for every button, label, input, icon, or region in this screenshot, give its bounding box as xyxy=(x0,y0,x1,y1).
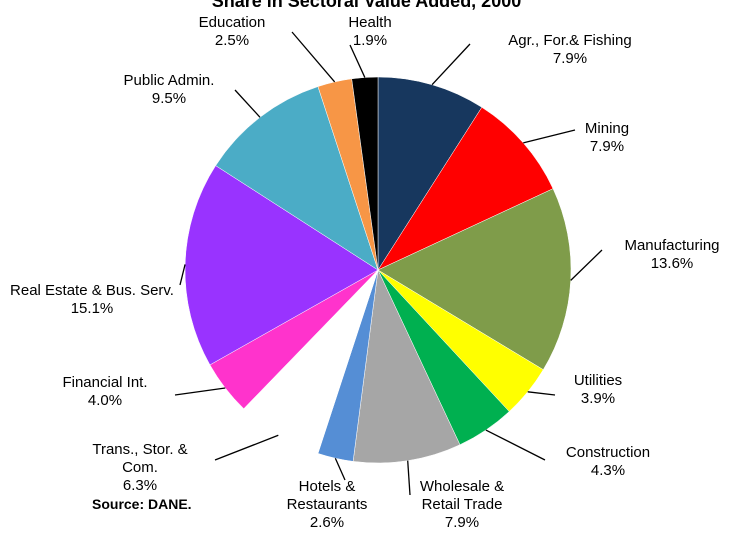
slice-label: Manufacturing 13.6% xyxy=(602,237,733,273)
category-label: Wholesale & Retail Trade xyxy=(419,478,505,513)
category-label: Real Estate & Bus. Serv. xyxy=(10,282,174,299)
slice-label: Mining 7.9% xyxy=(557,120,657,156)
leader-line xyxy=(527,391,556,396)
source-note: Source: DANE. xyxy=(92,496,192,512)
pie-slice xyxy=(377,188,572,371)
slice-label: Public Admin. 9.5% xyxy=(99,72,239,108)
slice-label: Agr., For.& Fishing 7.9% xyxy=(470,32,670,68)
leader-line xyxy=(334,457,346,481)
category-label: Hotels & Restaurants xyxy=(286,478,368,513)
pie-slice xyxy=(184,165,379,366)
leader-line xyxy=(431,43,471,86)
category-label: Manufacturing xyxy=(624,237,720,254)
chart-title: Share in Sectoral Value Added, 2000 xyxy=(211,0,522,11)
leader-line xyxy=(523,129,576,144)
leader-line xyxy=(570,249,603,281)
leader-line xyxy=(214,434,279,461)
value-label: 7.9% xyxy=(552,50,588,67)
leader-line xyxy=(174,387,226,396)
value-label: 9.5% xyxy=(151,90,187,107)
category-label: Agr., For.& Fishing xyxy=(508,32,632,49)
category-label: Trans., Stor. & Com. xyxy=(92,441,188,476)
slice-label: Wholesale & Retail Trade 7.9% xyxy=(402,478,522,532)
category-label: Utilities xyxy=(573,372,623,389)
leader-line xyxy=(407,460,411,496)
value-label: 7.9% xyxy=(589,138,625,155)
pie-slice xyxy=(352,269,461,464)
slice-label: Real Estate & Bus. Serv. 15.1% xyxy=(7,282,177,318)
value-label: 2.6% xyxy=(309,514,345,531)
slice-label: Education 2.5% xyxy=(172,14,292,50)
slice-label: Utilities 3.9% xyxy=(548,372,648,408)
slice-label: Trans., Stor. & Com. 6.3% xyxy=(75,441,205,495)
value-label: 4.3% xyxy=(590,462,626,479)
leader-line xyxy=(179,264,186,286)
value-label: 2.5% xyxy=(214,32,250,49)
category-label: Financial Int. xyxy=(62,374,148,391)
value-label: 13.6% xyxy=(650,255,694,272)
slice-label: Hotels & Restaurants 2.6% xyxy=(267,478,387,532)
leader-line xyxy=(485,429,546,461)
value-label: 15.1% xyxy=(70,300,114,317)
leader-line xyxy=(234,89,261,118)
value-label: 6.3% xyxy=(122,477,158,494)
category-label: Mining xyxy=(584,120,630,137)
slice-label: Financial Int. 4.0% xyxy=(40,374,170,410)
leader-line xyxy=(349,44,366,78)
value-label: 7.9% xyxy=(444,514,480,531)
category-label: Health xyxy=(348,14,392,31)
value-label: 3.9% xyxy=(580,390,616,407)
slice-label: Health 1.9% xyxy=(320,14,420,50)
category-label: Education xyxy=(198,14,266,31)
pie-slice xyxy=(351,76,379,271)
value-label: 4.0% xyxy=(87,392,123,409)
leader-line xyxy=(291,31,336,83)
value-label: 1.9% xyxy=(352,32,388,49)
category-label: Construction xyxy=(565,444,651,461)
category-label: Public Admin. xyxy=(123,72,215,89)
slice-label: Construction 4.3% xyxy=(548,444,668,480)
